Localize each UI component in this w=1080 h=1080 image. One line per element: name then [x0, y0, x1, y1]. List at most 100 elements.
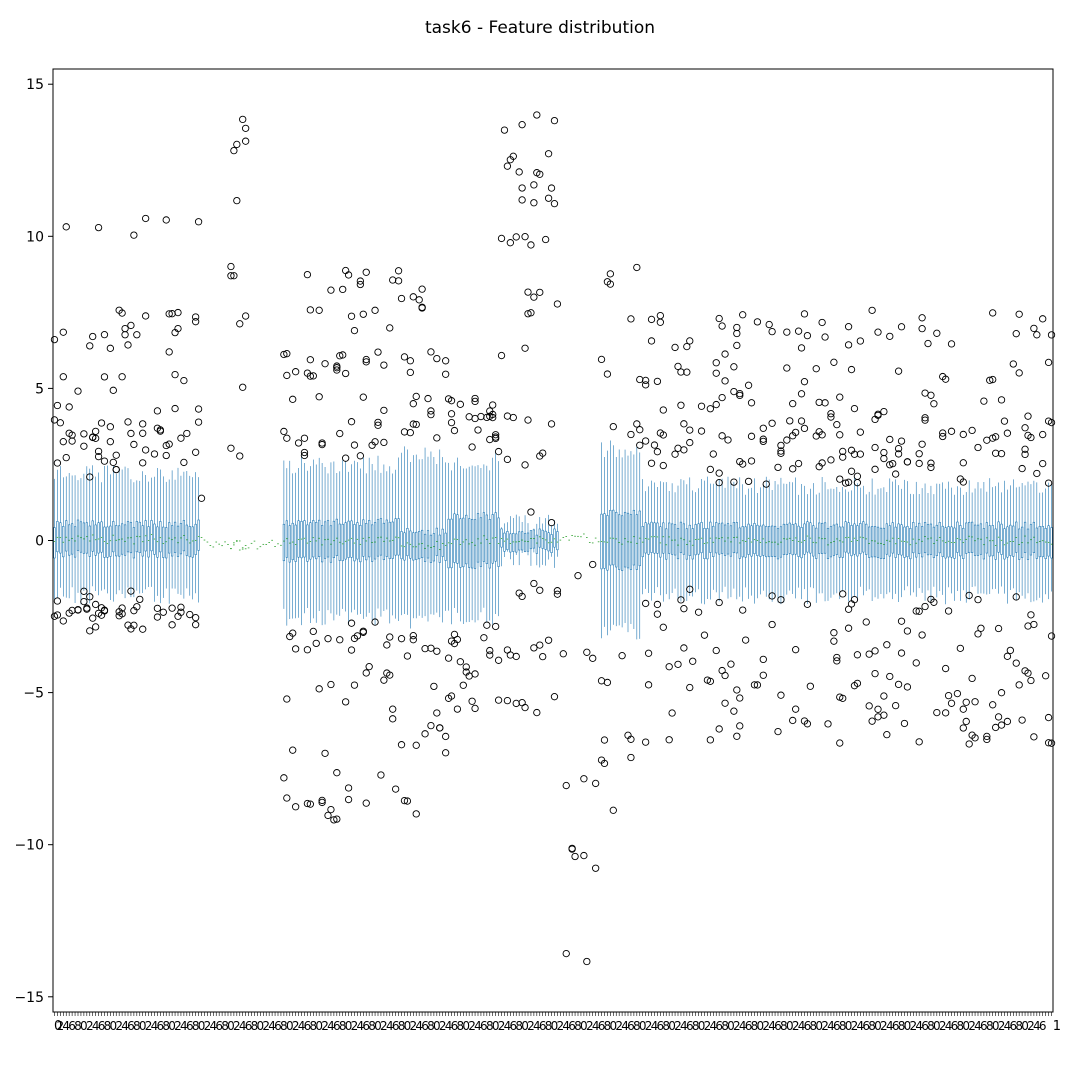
flier-point — [665, 736, 673, 744]
flier-point — [730, 363, 738, 371]
flier-point — [606, 270, 615, 278]
feature-box — [1003, 528, 1006, 560]
flier-point — [433, 709, 441, 717]
flier-point — [89, 433, 97, 442]
x-tick-label: 4 — [151, 1019, 159, 1033]
flier-point — [971, 734, 979, 742]
y-tick-label: −5 — [23, 686, 44, 702]
feature-box — [197, 519, 200, 551]
flier-point — [491, 431, 500, 439]
flier-point — [283, 371, 291, 380]
flier-point — [1003, 652, 1012, 660]
flier-point — [106, 344, 115, 352]
flier-point — [412, 420, 420, 429]
flier-point — [53, 459, 62, 467]
flier-point — [800, 378, 809, 386]
feature-box — [868, 526, 871, 558]
flier-point — [1021, 450, 1029, 459]
flier-point — [150, 450, 159, 458]
flier-point — [653, 600, 662, 609]
x-tick-label: 8 — [868, 1019, 876, 1033]
flier-point — [930, 598, 938, 606]
flier-point — [91, 434, 100, 442]
x-tick-label: 2 — [498, 1019, 506, 1033]
x-tick-label: 4 — [592, 1019, 600, 1033]
flier-point — [336, 636, 344, 644]
feature-box — [1047, 525, 1050, 557]
flier-point — [912, 659, 920, 667]
feature-box — [688, 524, 691, 556]
x-tick-label: 6 — [980, 1019, 988, 1033]
feature-box — [729, 525, 733, 557]
flier-point — [839, 590, 847, 598]
flier-point — [1044, 739, 1053, 747]
feature-box — [947, 526, 950, 558]
flier-point — [68, 606, 76, 615]
flier-point — [921, 414, 929, 422]
feature-box — [656, 522, 659, 554]
x-tick-label: 0 — [462, 1019, 470, 1033]
flier-point — [162, 451, 170, 460]
x-tick-label: 0 — [521, 1019, 529, 1033]
flier-point — [380, 676, 388, 684]
feature-box — [706, 528, 709, 560]
flier-point — [86, 473, 94, 481]
flier-point — [239, 383, 247, 391]
feature-box — [526, 532, 530, 552]
flier-point — [74, 387, 82, 395]
feature-box — [968, 521, 971, 554]
x-tick-label: 4 — [327, 1019, 335, 1033]
feature-box — [373, 522, 377, 560]
flier-point — [371, 306, 379, 314]
flier-point — [1044, 358, 1053, 367]
flier-point — [830, 629, 838, 637]
flier-point — [371, 438, 379, 446]
x-tick-label: 2 — [615, 1019, 623, 1033]
flier-point — [1047, 739, 1056, 747]
flier-point — [677, 401, 685, 409]
feature-box — [632, 509, 635, 566]
feature-box — [900, 524, 903, 556]
feature-box — [553, 528, 556, 548]
flier-point — [1015, 369, 1023, 377]
x-tick-label: 4 — [121, 1019, 129, 1033]
x-tick-label: 0 — [404, 1019, 412, 1033]
flier-point — [309, 372, 317, 380]
flier-point — [383, 641, 391, 649]
x-tick-label: 8 — [339, 1019, 347, 1033]
flier-point — [315, 306, 323, 314]
flier-point — [1018, 716, 1026, 724]
flier-point — [580, 775, 588, 783]
flier-point — [803, 331, 812, 340]
flier-point — [141, 312, 150, 320]
flier-point — [530, 579, 538, 588]
flier-point — [91, 623, 100, 631]
flier-point — [509, 413, 517, 422]
feature-box — [523, 533, 527, 553]
flier-point — [109, 386, 117, 394]
x-tick-label: 4 — [1033, 1019, 1041, 1033]
x-tick-label: 6 — [921, 1019, 929, 1033]
feature-box — [982, 528, 985, 560]
flier-point — [241, 312, 250, 320]
feature-box — [741, 526, 744, 558]
y-tick-label: −10 — [14, 838, 44, 854]
flier-point — [318, 439, 326, 447]
x-tick-label: 8 — [986, 1019, 994, 1033]
y-tick-label: 10 — [26, 229, 44, 245]
feature-box — [635, 514, 638, 570]
feature-box — [1006, 526, 1009, 558]
flier-point — [353, 632, 362, 640]
flier-point — [130, 621, 138, 629]
feature-box — [921, 526, 924, 558]
feature-box — [429, 534, 433, 563]
feature-box — [847, 522, 850, 554]
x-tick-label: 0 — [668, 1019, 676, 1033]
flier-point — [627, 430, 635, 439]
flier-point — [562, 949, 570, 958]
flier-point — [1021, 445, 1029, 453]
flier-point — [839, 447, 847, 456]
feature-box — [623, 511, 627, 568]
x-tick-label: 0 — [609, 1019, 617, 1033]
x-tick-label: 4 — [709, 1019, 717, 1033]
